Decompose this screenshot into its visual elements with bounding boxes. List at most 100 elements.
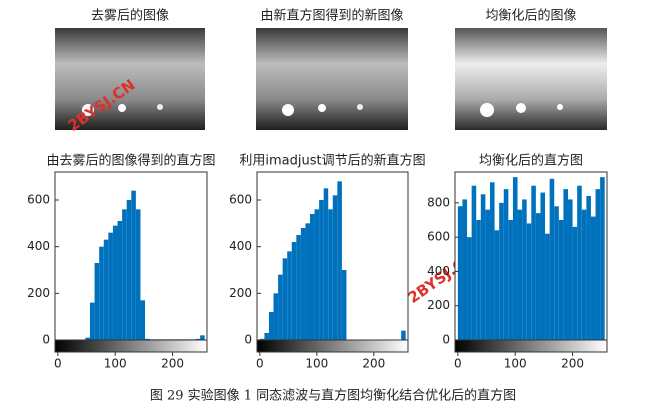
histogram-bar (526, 223, 532, 340)
histogram-bar (282, 258, 288, 340)
histogram-bar (99, 246, 104, 340)
image-title: 去雾后的图像 (91, 8, 169, 24)
histogram-bar (200, 335, 205, 340)
histogram-bar (590, 216, 596, 340)
histogram-bar (300, 228, 306, 340)
image-title: 由新直方图得到的新图像 (260, 8, 403, 24)
histogram-bar (112, 225, 118, 340)
histogram-bar (341, 270, 347, 340)
histogram-bar (494, 230, 500, 340)
x-tick-label: 0 (54, 357, 62, 371)
histogram-bar (462, 199, 468, 340)
histogram-bar (558, 220, 564, 340)
y-tick-label: 0 (244, 333, 252, 347)
colorbar (256, 339, 409, 353)
histogram-bar (126, 200, 132, 340)
histogram-bar (499, 202, 504, 340)
x-tick-label: 100 (104, 357, 127, 371)
histogram-bar (332, 195, 338, 340)
histogram-bar (522, 199, 527, 340)
histogram-bar (457, 206, 463, 340)
histogram-bar (291, 242, 297, 340)
histogram-bar (103, 239, 109, 340)
histogram-bar (485, 209, 490, 340)
histogram-bar (117, 221, 123, 340)
y-tick-label: 0 (42, 333, 50, 347)
histogram-bar (122, 209, 127, 340)
histogram-bar (577, 185, 582, 340)
histogram-bar (545, 233, 550, 340)
histogram-bar (278, 274, 283, 340)
image-panel (55, 28, 205, 130)
histogram-bar (108, 232, 113, 340)
histogram-bar (287, 251, 292, 340)
y-tick-label: 600 (427, 230, 450, 244)
chart-title: 由去雾后的图像得到的直方图 (46, 153, 215, 169)
y-tick-label: 200 (427, 298, 450, 312)
histogram-bar (195, 338, 201, 340)
histogram-bar (85, 337, 90, 340)
histogram-bar (319, 200, 324, 340)
histogram-bar (94, 263, 100, 340)
histogram-bar (264, 333, 269, 340)
histogram-bar (563, 189, 568, 340)
histogram-bar (489, 182, 495, 340)
colorbar (54, 339, 208, 353)
histogram-bar (540, 192, 546, 340)
histogram-bar (512, 177, 518, 340)
histogram-bar (572, 226, 578, 340)
histogram-bar (476, 220, 481, 340)
histogram-bar (328, 209, 333, 340)
chart-title: 利用imadjust调节后的新直方图 (239, 153, 425, 169)
histogram-bar (268, 312, 274, 340)
histogram-bar (600, 177, 605, 340)
histogram-bar (549, 178, 555, 340)
histogram-bar (89, 302, 95, 340)
chart-title: 均衡化后的直方图 (479, 153, 583, 169)
histogram-bar (503, 189, 509, 340)
y-tick-label: 400 (427, 264, 450, 278)
histogram-bar (471, 185, 477, 340)
histogram-bar (467, 237, 472, 340)
y-tick-label: 0 (442, 333, 450, 347)
histogram-bar (145, 338, 150, 340)
x-tick-label: 100 (504, 357, 527, 371)
histogram-bar (337, 181, 342, 340)
histogram-bar (595, 189, 601, 340)
y-tick-label: 600 (27, 193, 50, 207)
histogram-bar (480, 194, 486, 340)
y-tick-label: 400 (229, 239, 252, 253)
y-tick-label: 400 (27, 239, 50, 253)
x-tick-label: 200 (561, 357, 584, 371)
histogram-bar (567, 199, 573, 340)
x-tick-label: 200 (161, 357, 184, 371)
x-tick-label: 100 (305, 357, 328, 371)
histogram-bar (517, 209, 523, 340)
histogram-bar (273, 293, 279, 340)
colorbar (454, 339, 608, 353)
histogram-bar (554, 206, 559, 340)
image-panel (256, 28, 408, 130)
histogram-bar (140, 300, 146, 340)
histogram-bar (401, 330, 406, 340)
histogram-bar (314, 209, 320, 340)
image-panel (455, 28, 607, 130)
histogram-bar (305, 223, 310, 340)
x-tick-label: 0 (454, 357, 462, 371)
y-tick-label: 200 (27, 286, 50, 300)
y-tick-label: 600 (229, 193, 252, 207)
x-tick-label: 0 (256, 357, 264, 371)
image-title: 均衡化后的图像 (485, 8, 576, 24)
histogram-bar (135, 209, 141, 340)
histogram-bar (531, 185, 536, 340)
histogram-bar (309, 214, 315, 340)
x-tick-label: 200 (362, 357, 385, 371)
histogram-bar (259, 338, 265, 340)
histogram-bar (508, 220, 513, 340)
y-tick-label: 800 (427, 195, 450, 209)
histogram-bar (535, 213, 541, 340)
histogram-bar (131, 190, 136, 340)
y-tick-label: 200 (229, 286, 252, 300)
histogram-bar (586, 196, 591, 340)
